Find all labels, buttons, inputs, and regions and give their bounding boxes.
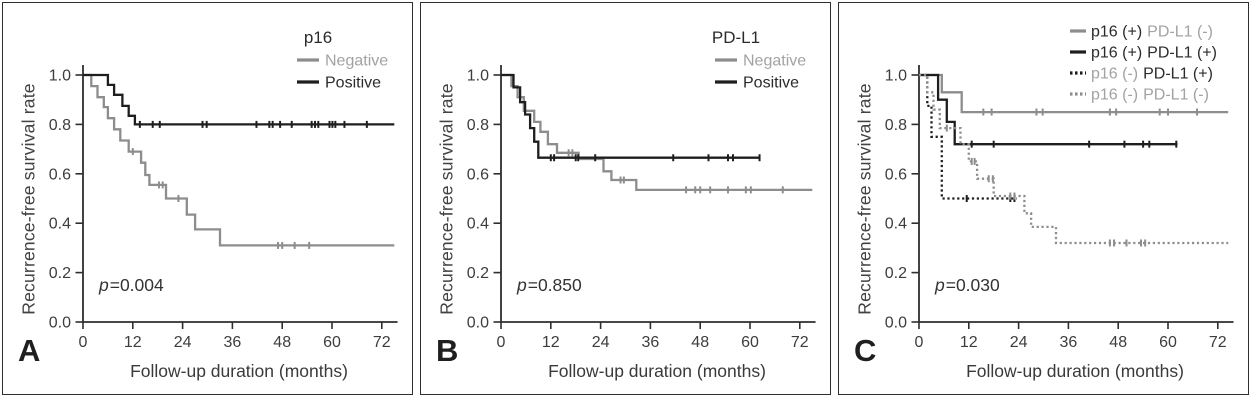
legend-label: Positive [325, 75, 381, 92]
x-tick-label: 60 [741, 334, 759, 351]
x-tick-label: 12 [960, 334, 978, 351]
p-symbol: p [517, 275, 527, 295]
y-tick-label: 1.0 [885, 68, 907, 85]
panel-b: 0.0 0.2 0.4 0.6 0.8 1.0 0 12 24 36 48 60 72 PD-L1 Nega… [420, 2, 831, 395]
p-value-number: =0.004 [109, 275, 164, 295]
x-tick-label: 72 [1209, 334, 1227, 351]
p-value: p=0.004 [99, 275, 164, 296]
x-axis-title: Follow-up duration (months) [548, 361, 766, 381]
x-tick-label: 24 [174, 334, 192, 351]
legend-title: PD-L1 [712, 28, 760, 47]
panel-letter: A [18, 333, 41, 368]
legend-label: Negative [743, 53, 806, 70]
y-axis-title: Recurrence-free survival rate [18, 83, 39, 315]
x-tick-label: 0 [79, 334, 88, 351]
p-value: p=0.850 [517, 275, 582, 296]
panel-letter: C [854, 333, 877, 368]
x-tick-label: 48 [1109, 334, 1127, 351]
survival-curve [501, 73, 761, 159]
survival-curve [919, 73, 1178, 146]
x-tick-label: 12 [542, 334, 560, 351]
x-axis-title: Follow-up duration (months) [130, 361, 348, 381]
y-tick-label: 1.0 [49, 68, 71, 85]
y-tick-label: 0.6 [49, 166, 71, 183]
legend-label: Positive [743, 75, 799, 92]
p-symbol: p [99, 275, 109, 295]
survival-curve [919, 73, 1229, 245]
x-tick-label: 36 [1060, 334, 1078, 351]
x-tick-label: 36 [642, 334, 660, 351]
x-tick-label: 36 [224, 334, 242, 351]
legend-label: Negative [325, 53, 388, 70]
x-tick-label: 0 [497, 334, 506, 351]
p-symbol: p [935, 275, 945, 295]
x-tick-label: 12 [124, 334, 142, 351]
y-tick-label: 0.6 [885, 166, 907, 183]
survival-curve [919, 73, 1017, 200]
y-axis-title: Recurrence-free survival rate [854, 83, 875, 315]
y-axis-title: Recurrence-free survival rate [436, 83, 457, 315]
x-tick-label: 60 [323, 334, 341, 351]
y-tick-label: 0.8 [467, 117, 489, 134]
legend-label: p16 (-) PD-L1 (+) [1091, 66, 1213, 83]
x-tick-label: 24 [1010, 334, 1028, 351]
x-tick-label: 48 [273, 334, 291, 351]
y-tick-label: 0.0 [467, 315, 489, 332]
y-tick-label: 0.2 [467, 265, 489, 282]
km-chart-b: 0.0 0.2 0.4 0.6 0.8 1.0 0 12 24 36 48 60 72 PD-L1 Nega… [467, 28, 816, 351]
x-tick-label: 48 [691, 334, 709, 351]
y-tick-label: 0.0 [885, 315, 907, 332]
y-tick-label: 0.2 [49, 265, 71, 282]
x-tick-label: 72 [373, 334, 391, 351]
survival-curve [501, 73, 813, 192]
p-value-number: =0.850 [527, 275, 582, 295]
y-tick-label: 0.8 [885, 117, 907, 134]
x-tick-label: 0 [915, 334, 924, 351]
survival-curve [83, 73, 395, 126]
panel-c: 0.0 0.2 0.4 0.6 0.8 1.0 0 12 24 36 48 60 72 p16 (+) PD… [838, 2, 1249, 395]
y-tick-label: 1.0 [467, 68, 489, 85]
y-tick-label: 0.4 [49, 216, 71, 233]
y-tick-label: 0.2 [885, 265, 907, 282]
y-tick-label: 0.4 [467, 216, 489, 233]
legend-label: p16 (-) PD-L1 (-) [1091, 87, 1209, 104]
legend-title: p16 [304, 28, 332, 47]
km-chart-a: 0.0 0.2 0.4 0.6 0.8 1.0 0 12 24 36 48 60 72 p16 Negati… [49, 28, 398, 351]
y-tick-label: 0.6 [467, 166, 489, 183]
legend-label: p16 (+) PD-L1 (+) [1091, 45, 1217, 62]
x-axis-title: Follow-up duration (months) [966, 361, 1184, 381]
p-value-number: =0.030 [945, 275, 1000, 295]
y-tick-label: 0.4 [885, 216, 907, 233]
x-tick-label: 72 [791, 334, 809, 351]
p-value: p=0.030 [935, 275, 1000, 296]
km-chart-c: 0.0 0.2 0.4 0.6 0.8 1.0 0 12 24 36 48 60 72 p16 (+) PD… [885, 24, 1234, 351]
x-tick-label: 24 [592, 334, 610, 351]
panel-a: 0.0 0.2 0.4 0.6 0.8 1.0 0 12 24 36 48 60 72 p16 Negati… [2, 2, 413, 395]
panel-letter: B [436, 333, 459, 368]
survival-curve [83, 73, 395, 247]
x-tick-label: 60 [1159, 334, 1177, 351]
y-tick-label: 0.0 [49, 315, 71, 332]
legend-label: p16 (+) PD-L1 (-) [1091, 24, 1213, 41]
y-tick-label: 0.8 [49, 117, 71, 134]
